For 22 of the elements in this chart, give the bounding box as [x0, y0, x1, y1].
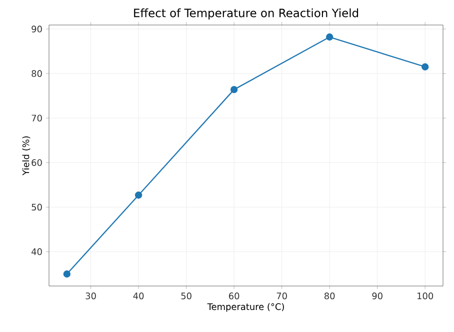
x-tick-label: 90 [372, 292, 382, 300]
y-tick-label: 60 [32, 159, 42, 166]
x-tick-label: 70 [276, 292, 287, 300]
y-tick-label: 90 [32, 26, 42, 32]
x-axis-title: Temperature (°C) [207, 303, 284, 312]
x-tick-label: 30 [86, 292, 96, 300]
y-tick-label: 70 [32, 114, 42, 122]
x-tick-label: 60 [228, 292, 240, 300]
point [230, 86, 238, 94]
y-tick-label: 80 [32, 70, 42, 77]
point [134, 192, 142, 199]
x-tick-label: 50 [181, 292, 192, 300]
point [326, 33, 334, 41]
point [422, 63, 429, 70]
y-axis-title: Yield (%) [22, 136, 30, 176]
x-tick-label: 40 [133, 292, 144, 300]
point [63, 270, 70, 278]
x-tick-label: 80 [324, 292, 335, 300]
y-tick-label: 50 [32, 204, 42, 211]
chart-title: Effect of Temperature on Reaction Yield [134, 8, 358, 20]
x-tick-label: 100 [418, 292, 434, 300]
y-tick-label: 40 [32, 248, 42, 256]
